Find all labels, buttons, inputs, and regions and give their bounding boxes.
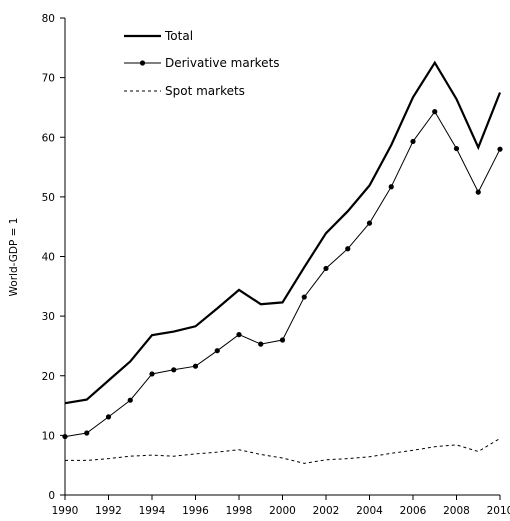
y-tick-label: 10: [42, 430, 55, 442]
series-line-derivative-markets: [64, 110, 501, 438]
data-point-derivative-markets: [84, 430, 90, 436]
legend: Total Derivative markets Spot markets: [124, 29, 280, 98]
axes: 0 10 20 30 40 50 60 70 80 1990 1992 1994 1996 1998 200…: [42, 13, 510, 517]
data-point-derivative-markets: [214, 348, 220, 354]
data-point-derivative-markets: [301, 294, 307, 300]
series-line-total: [64, 60, 502, 405]
x-tick-label: 1992: [95, 505, 122, 517]
data-point-derivative-markets: [366, 220, 373, 226]
data-point-derivative-markets: [192, 363, 199, 369]
x-tick-label: 2002: [313, 505, 340, 517]
data-point-derivative-markets: [497, 146, 503, 152]
x-tick-label: 1994: [139, 505, 166, 517]
data-point-derivative-markets: [388, 184, 394, 190]
data-point-derivative-markets: [149, 371, 155, 377]
y-tick-label: 0: [48, 490, 55, 502]
legend-marker: [139, 60, 146, 66]
x-tick-label: 1996: [182, 505, 209, 517]
x-tick-label: 2010: [487, 505, 510, 517]
y-axis-title: World-GDP = 1: [8, 218, 20, 297]
x-tick-label: 2004: [356, 505, 383, 517]
data-point-derivative-markets: [258, 341, 264, 347]
legend-label-derivative-markets: Derivative markets: [165, 56, 280, 70]
y-tick-label: 40: [42, 252, 55, 264]
series-line-spot-markets: [65, 437, 501, 464]
x-tick-label: 1998: [226, 505, 253, 517]
x-tick-label: 2006: [400, 505, 427, 517]
x-tick-label: 1990: [52, 505, 79, 517]
y-tick-label: 50: [42, 192, 55, 204]
data-point-derivative-markets: [105, 414, 112, 420]
data-point-derivative-markets: [432, 109, 438, 115]
x-tick-label: 2008: [443, 505, 470, 517]
data-point-derivative-markets: [475, 189, 481, 195]
y-tick-label: 30: [42, 311, 55, 323]
y-tick-label: 70: [42, 73, 55, 85]
x-tick-label: 2000: [269, 505, 296, 517]
data-point-derivative-markets: [171, 367, 177, 373]
y-tick-label: 20: [42, 371, 55, 383]
legend-label-spot-markets: Spot markets: [165, 84, 245, 98]
y-tick-label: 60: [42, 132, 55, 144]
series-layer: [62, 60, 503, 464]
data-point-derivative-markets: [62, 433, 68, 440]
data-point-derivative-markets: [410, 138, 416, 145]
data-point-derivative-markets: [236, 332, 242, 338]
legend-label-total: Total: [164, 29, 193, 43]
data-point-derivative-markets: [453, 145, 460, 152]
data-point-derivative-markets: [127, 397, 133, 403]
data-point-derivative-markets: [345, 246, 351, 252]
data-point-derivative-markets: [323, 265, 329, 272]
y-tick-label: 80: [42, 13, 55, 25]
data-point-derivative-markets: [279, 337, 286, 343]
